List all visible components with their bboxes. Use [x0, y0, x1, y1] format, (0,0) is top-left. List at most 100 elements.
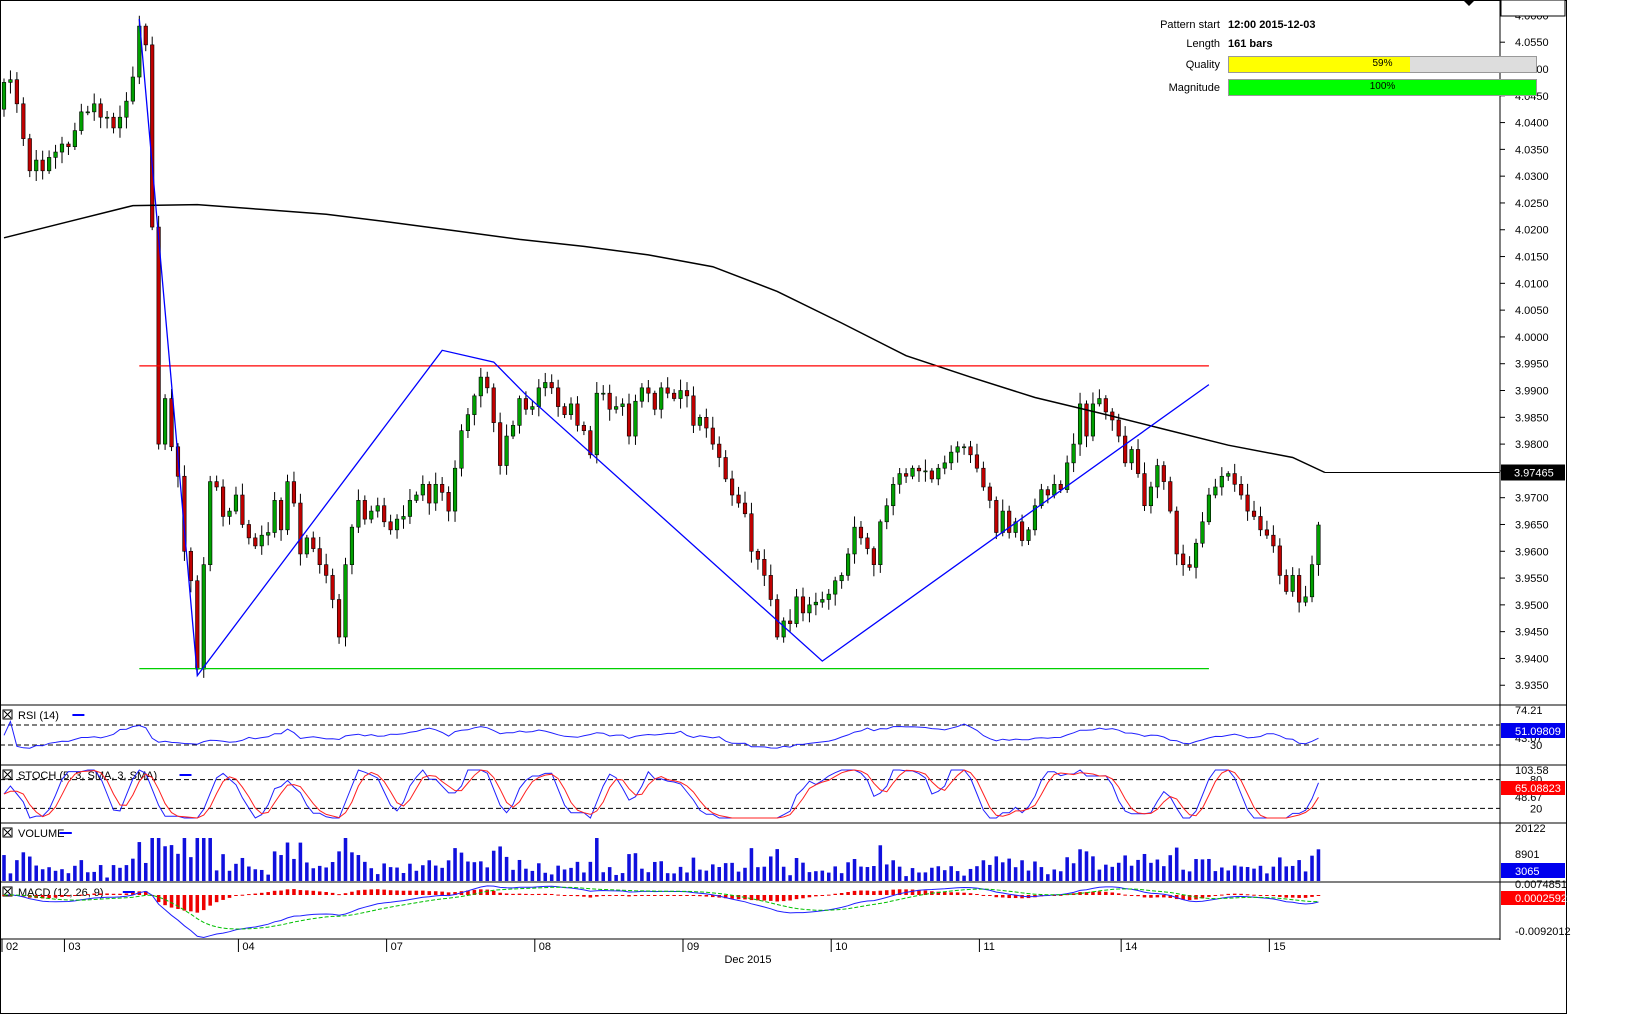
- candle-up: [678, 390, 683, 399]
- macd-hist-bar: [968, 893, 973, 895]
- volume-bar: [897, 866, 902, 881]
- volume-bar: [884, 864, 889, 881]
- candle-down: [253, 537, 258, 547]
- candle-down: [446, 492, 451, 512]
- macd-hist-bar: [646, 895, 651, 896]
- candle-up: [1206, 494, 1211, 523]
- volume-bar: [1168, 855, 1173, 881]
- candle-up: [79, 111, 84, 131]
- magnitude-bar-fill: [1229, 80, 1536, 95]
- volume-bar: [227, 870, 232, 881]
- candle-down: [1258, 516, 1263, 531]
- volume-bar: [1052, 869, 1057, 881]
- macd-hist-bar: [311, 890, 316, 895]
- macd-hist-bar: [762, 895, 767, 901]
- volume-bar: [85, 872, 90, 881]
- macd-hist-bar: [981, 894, 986, 896]
- candle-up: [1065, 462, 1070, 490]
- macd-hist-bar: [1310, 895, 1314, 897]
- macd-hist-bar: [298, 890, 303, 895]
- macd-hist-bar: [859, 890, 863, 895]
- volume-bar: [936, 866, 941, 881]
- candle-up: [962, 446, 967, 449]
- candle-up: [826, 593, 831, 600]
- stoch-current-tag: [1501, 781, 1565, 795]
- volume-bar: [201, 838, 206, 881]
- volume-bar: [1065, 857, 1069, 881]
- macd-hist-bar: [446, 892, 451, 895]
- macd-hist-bar: [408, 890, 412, 895]
- macd-hist-bar: [47, 895, 51, 899]
- volume-bar: [852, 858, 857, 881]
- candle-up: [1052, 483, 1057, 496]
- macd-hist-bar: [466, 890, 470, 895]
- macd-hist-bar: [1162, 895, 1166, 898]
- candle-down: [1264, 529, 1269, 536]
- volume-bar: [1162, 866, 1166, 881]
- volume-bar: [440, 867, 444, 881]
- candle-down: [607, 392, 612, 410]
- candle-up: [414, 494, 419, 501]
- candle-down: [1084, 403, 1089, 437]
- candle-up: [936, 467, 941, 480]
- macd-hist-bar: [955, 892, 960, 895]
- macd-hist-bar: [169, 895, 174, 908]
- macd-hist-bar: [582, 895, 586, 897]
- macd-hist-bar: [988, 895, 992, 896]
- macd-hist-bar: [111, 893, 116, 895]
- macd-hist-bar: [872, 891, 876, 895]
- candle-up: [697, 417, 702, 426]
- price-tick-label: 4.0250: [1515, 198, 1549, 210]
- macd-hist-bar: [1213, 895, 1218, 896]
- price-tick-label: 4.0550: [1515, 37, 1549, 49]
- macd-hist-bar: [530, 894, 535, 896]
- volume-bar: [1290, 865, 1295, 881]
- volume-bar: [814, 871, 818, 881]
- macd-hist-bar: [653, 895, 657, 896]
- candle-up: [897, 473, 902, 485]
- rsi-line: [3, 720, 1319, 749]
- candle-down: [298, 502, 303, 555]
- macd-hist-bar: [807, 895, 812, 898]
- volume-bar: [1078, 849, 1082, 881]
- quality-value: 59%: [1372, 58, 1393, 69]
- macd-hist-bar: [401, 890, 406, 895]
- date-tick-label: 11: [983, 941, 994, 953]
- candle-down: [1168, 481, 1173, 512]
- macd-hist-bar: [208, 895, 212, 906]
- candle-down: [1181, 553, 1186, 565]
- macd-signal-line: [4, 886, 1319, 930]
- macd-hist-bar: [156, 895, 161, 903]
- macd-hist-bar: [375, 889, 380, 895]
- candle-up: [517, 398, 522, 426]
- price-tick-label: 4.0050: [1515, 305, 1549, 317]
- candle-down: [1123, 435, 1128, 464]
- volume-bar: [124, 865, 129, 881]
- candle-down: [388, 521, 393, 531]
- stoch-k-line: [3, 769, 1319, 819]
- volume-bar: [73, 865, 77, 881]
- volume-bar: [8, 873, 13, 881]
- macd-hist-bar: [897, 889, 902, 895]
- volume-bar: [253, 869, 258, 881]
- volume-bar: [111, 865, 116, 881]
- volume-bar: [298, 842, 303, 881]
- candle-up: [839, 575, 844, 582]
- candle-up: [639, 387, 644, 402]
- macd-hist-bar: [1220, 894, 1224, 896]
- volume-bar: [768, 856, 773, 881]
- pattern-start-label: Pattern start: [1160, 19, 1220, 31]
- volume-bar: [788, 875, 792, 881]
- macd-hist-bar: [240, 894, 245, 896]
- volume-bar: [143, 862, 148, 881]
- candle-up: [504, 435, 509, 466]
- macd-hist-bar: [1149, 895, 1153, 898]
- candle-up: [813, 601, 818, 606]
- volume-current-tag: [1501, 863, 1565, 878]
- macd-hist-bar: [143, 891, 148, 895]
- candle-up: [820, 599, 825, 603]
- candle-down: [440, 483, 445, 493]
- macd-hist-bar: [1284, 895, 1289, 898]
- volume-bar: [775, 849, 779, 881]
